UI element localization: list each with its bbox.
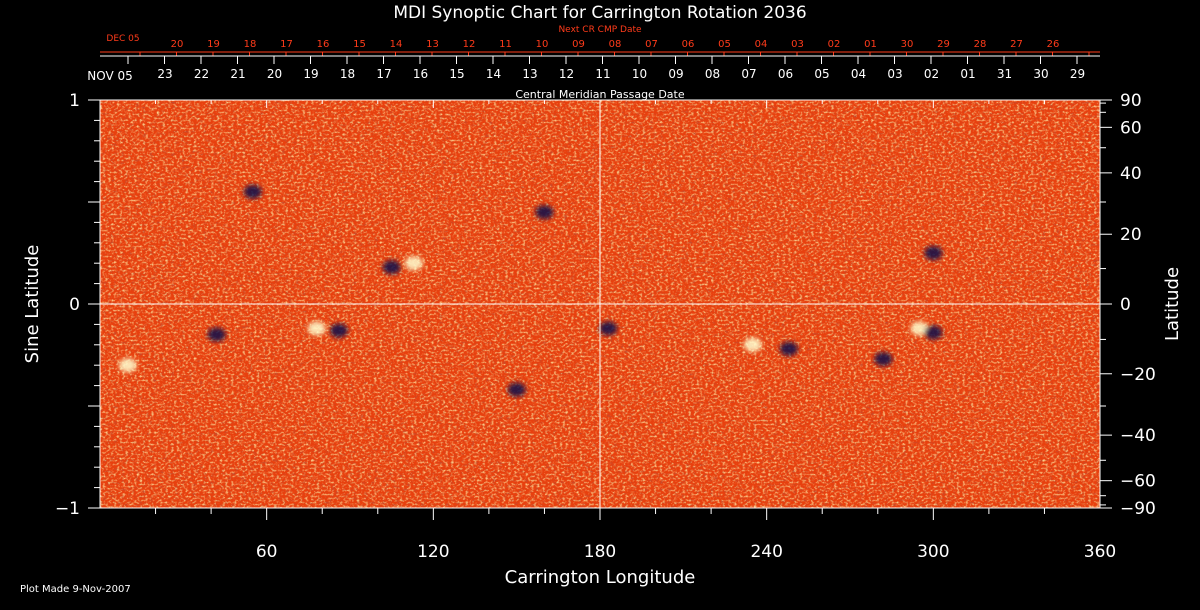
next-cr-date-label: 01	[864, 39, 877, 50]
axis-ticks: 60 120 180 240 300 360 1 0 −1 90 60 40 20 0 −20 −40 −60 −…	[55, 91, 1156, 562]
next-cr-date-label: 07	[645, 39, 658, 50]
cmp-date-label: 09	[668, 67, 683, 81]
cmp-date-label: 05	[814, 67, 829, 81]
cmp-date-label: 02	[924, 67, 939, 81]
cmp-date-axis: 23 22 21 20 19 18 17 16 15 14 13 12 11 10 09 08 07 06 05 04…	[127, 56, 1085, 81]
cmp-date-label: 12	[559, 67, 574, 81]
next-cr-date-label: 29	[937, 39, 950, 50]
next-cr-date-label: 08	[609, 39, 622, 50]
next-cr-date-label: 13	[426, 39, 439, 50]
next-cr-date-label: 03	[791, 39, 804, 50]
magnetic-region	[207, 327, 226, 342]
y-tick-label-right: −40	[1120, 426, 1156, 446]
cmp-date-label: 01	[960, 67, 975, 81]
cmp-date-label: 15	[449, 67, 464, 81]
next-cr-date-label: 18	[244, 39, 257, 50]
y-tick-label-right: 40	[1120, 164, 1142, 184]
y-tick-label-right: −20	[1120, 365, 1156, 385]
magnetic-region	[382, 260, 401, 275]
y-tick-label-right: 20	[1120, 225, 1142, 245]
magnetic-region	[535, 205, 554, 220]
cmp-date-label: 08	[705, 67, 720, 81]
cmp-date-label: 14	[486, 67, 501, 81]
x-tick-label: 360	[1084, 542, 1116, 562]
y-tick-label-right: −90	[1120, 499, 1156, 519]
cmp-date-label: 22	[194, 67, 209, 81]
magnetic-region	[599, 321, 618, 336]
next-cr-date-label: 06	[682, 39, 695, 50]
next-cr-date-label: 30	[901, 39, 914, 50]
y-tick-label-right: −60	[1120, 472, 1156, 492]
magnetic-region	[743, 337, 762, 352]
magnetic-region	[874, 352, 893, 367]
cmp-date-label: 18	[340, 67, 355, 81]
magnetic-region	[243, 184, 262, 199]
x-tick-label: 240	[750, 542, 782, 562]
cmp-date-label: 21	[230, 67, 245, 81]
y-axis-label-right: Latitude	[1162, 267, 1183, 341]
cmp-date-label: 04	[851, 67, 866, 81]
magnetic-region	[118, 358, 137, 373]
cmp-date-label: 29	[1070, 67, 1085, 81]
cmp-date-label: 10	[632, 67, 647, 81]
cmp-date-label: 20	[267, 67, 282, 81]
chart-title: MDI Synoptic Chart for Carrington Rotati…	[393, 3, 806, 23]
x-tick-label: 300	[917, 542, 949, 562]
next-cr-date-label: 14	[390, 39, 403, 50]
cmp-date-label: 30	[1033, 67, 1048, 81]
next-cr-date-label: 09	[572, 39, 585, 50]
cmp-date-label: 16	[413, 67, 428, 81]
next-cr-date-label: 05	[718, 39, 731, 50]
cmp-date-label: 23	[157, 67, 172, 81]
cmp-date-label: 07	[741, 67, 756, 81]
cmp-date-label: 13	[522, 67, 537, 81]
next-cr-date-axis: 20 19 18 17 16 15 14 13 12 11 10 09 08 07 06 05 04 03 02 01…	[100, 39, 1100, 56]
plot-made-label: Plot Made 9-Nov-2007	[20, 584, 131, 595]
magnetic-region	[507, 382, 526, 397]
magnetic-region	[329, 323, 348, 338]
magnetic-region	[910, 321, 929, 336]
x-axis-label: Carrington Longitude	[505, 567, 696, 588]
cmp-start-label: NOV 05	[87, 69, 133, 83]
next-cr-date-label: 10	[536, 39, 549, 50]
y-tick-label-left: −1	[55, 499, 80, 519]
y-tick-label-left: 1	[69, 91, 80, 111]
cmp-date-label: 03	[887, 67, 902, 81]
next-cr-date-label: 15	[353, 39, 366, 50]
magnetic-regions	[118, 184, 943, 397]
y-tick-label-right: 90	[1120, 91, 1142, 111]
cmp-date-label: 11	[595, 67, 610, 81]
next-cr-axis-label: Next CR CMP Date	[558, 25, 642, 35]
next-cr-date-label: 20	[171, 39, 184, 50]
next-cr-date-label: 11	[499, 39, 512, 50]
cmp-axis-label: Central Meridian Passage Date	[515, 88, 684, 101]
cmp-date-label: 31	[997, 67, 1012, 81]
magnetic-region	[404, 256, 423, 271]
next-cr-start-label: DEC 05	[106, 34, 139, 44]
y-tick-label-left: 0	[69, 295, 80, 315]
magnetic-region	[779, 341, 798, 356]
next-cr-date-label: 12	[463, 39, 476, 50]
cmp-date-label: 17	[376, 67, 391, 81]
cmp-date-label: 19	[303, 67, 318, 81]
next-cr-date-label: 02	[828, 39, 841, 50]
x-tick-label: 180	[584, 542, 616, 562]
cmp-date-label: 06	[778, 67, 793, 81]
next-cr-date-label: 17	[280, 39, 293, 50]
y-axis-label-left: Sine Latitude	[22, 245, 43, 364]
next-cr-date-label: 28	[974, 39, 987, 50]
x-tick-label: 120	[417, 542, 449, 562]
magnetic-region	[924, 325, 943, 340]
next-cr-date-label: 26	[1047, 39, 1060, 50]
next-cr-date-label: 16	[317, 39, 330, 50]
magnetic-region	[924, 246, 943, 260]
next-cr-date-label: 27	[1010, 39, 1023, 50]
magnetic-region	[307, 321, 326, 336]
next-cr-date-label: 19	[207, 39, 220, 50]
x-tick-label: 60	[256, 542, 278, 562]
y-tick-label-right: 60	[1120, 118, 1142, 138]
y-tick-label-right: 0	[1120, 295, 1131, 315]
next-cr-date-label: 04	[755, 39, 768, 50]
